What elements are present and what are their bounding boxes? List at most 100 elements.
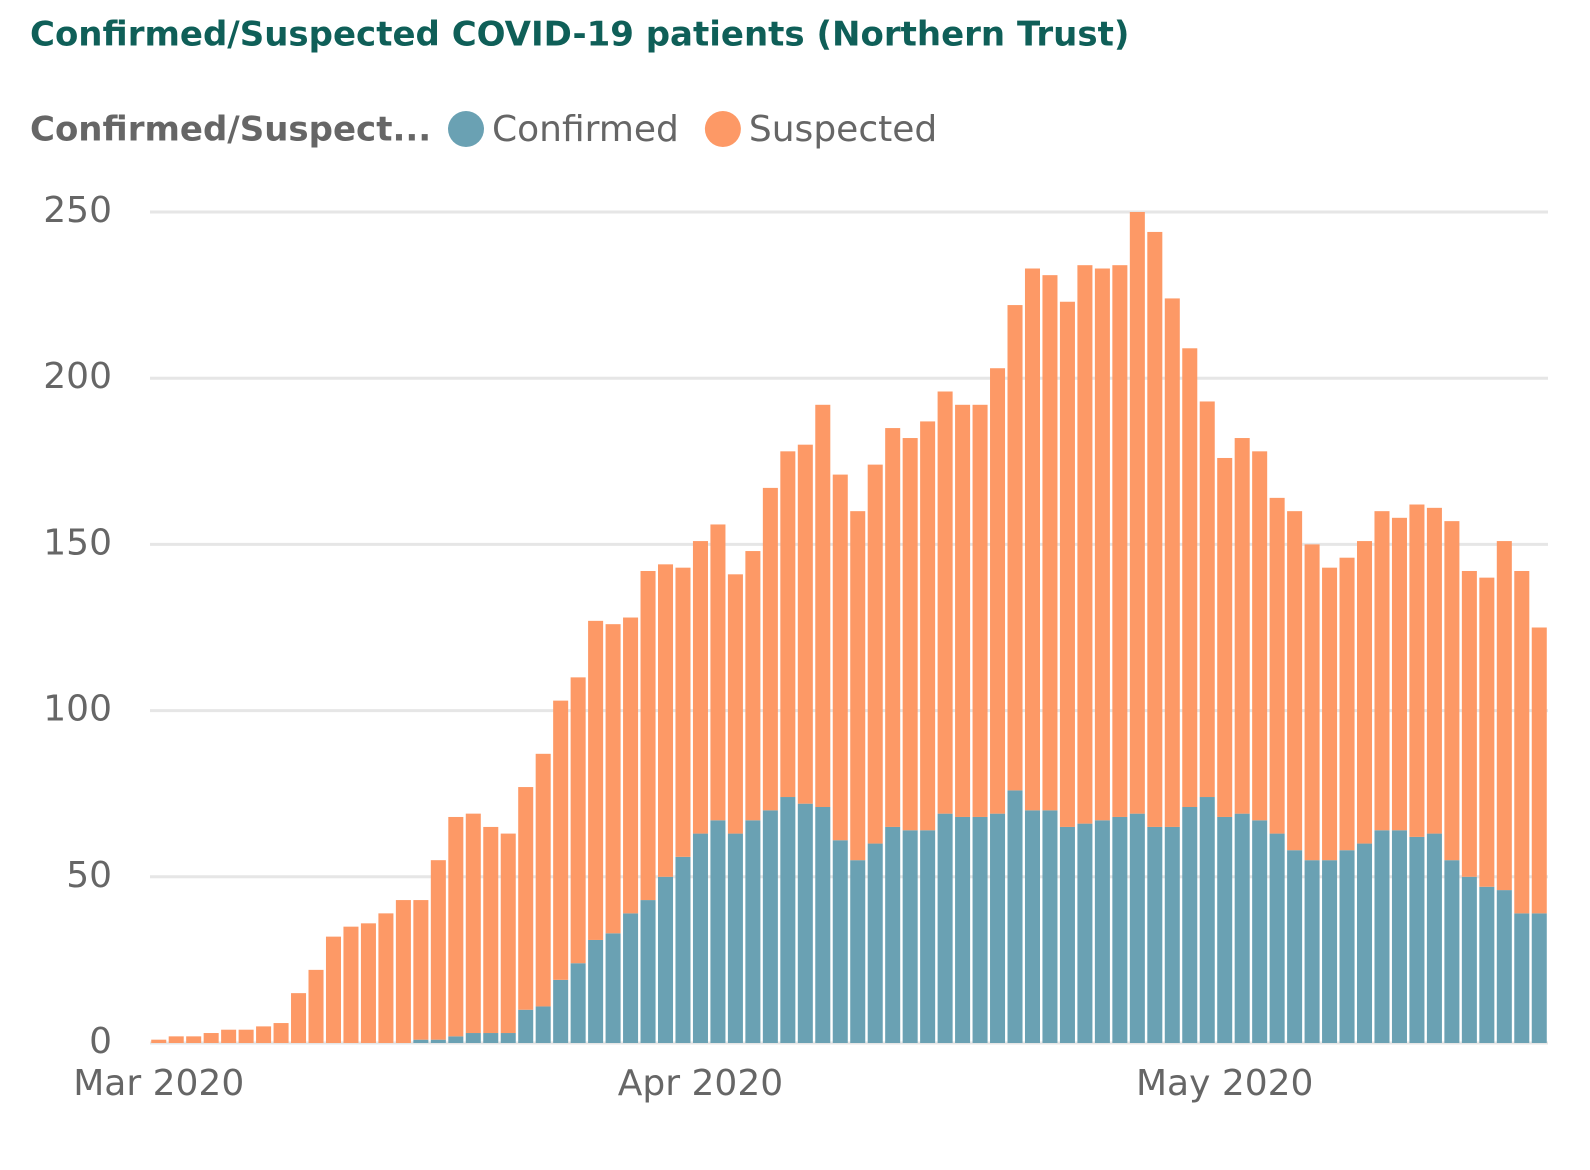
bar-segment xyxy=(588,939,604,1043)
bar-segment xyxy=(1077,823,1093,1043)
bar-segment xyxy=(221,1029,237,1043)
bar-segment xyxy=(570,963,586,1043)
bar-segment xyxy=(395,900,411,1043)
x-tick-label: May 2020 xyxy=(1136,1063,1314,1104)
bar-segment xyxy=(797,444,813,804)
bar-segment xyxy=(797,803,813,1043)
bar-segment xyxy=(360,923,376,1043)
bar-segment xyxy=(1217,816,1233,1043)
bar-segment xyxy=(1217,457,1233,817)
bar-segment xyxy=(1199,401,1215,798)
y-tick-label: 50 xyxy=(66,855,112,896)
bar-segment xyxy=(186,1036,202,1043)
bar-segment xyxy=(483,826,499,1034)
bar-segment xyxy=(1182,348,1198,807)
bar-segment xyxy=(1042,275,1058,811)
bar-segment xyxy=(1024,268,1041,811)
bar-segment xyxy=(815,806,831,1043)
y-tick-label: 100 xyxy=(43,689,112,730)
bar-segment xyxy=(238,1029,254,1043)
bar-segment xyxy=(1059,301,1075,827)
bar-segment xyxy=(832,474,848,841)
bar-segment xyxy=(1147,826,1163,1043)
bar-segment xyxy=(1496,890,1512,1043)
bar-segment xyxy=(657,564,674,877)
y-tick-label: 0 xyxy=(89,1021,112,1062)
bar-segment xyxy=(955,816,971,1043)
bar-segment xyxy=(1391,830,1407,1043)
bar-segment xyxy=(657,876,674,1043)
bar-segment xyxy=(850,860,866,1043)
bar-segment xyxy=(867,464,883,844)
bar-segment xyxy=(972,816,988,1043)
bar-segment xyxy=(1339,850,1355,1043)
bar-segment xyxy=(1426,833,1442,1043)
chart-title: Confirmed/Suspected COVID-19 patients (N… xyxy=(30,15,1129,55)
bar-segment xyxy=(325,936,342,1043)
bar-segment xyxy=(500,1033,516,1043)
bar-segment xyxy=(990,368,1006,814)
bar-segment xyxy=(1409,836,1425,1043)
bar-segment xyxy=(518,1009,534,1043)
bar-segment xyxy=(1112,265,1128,817)
bar-segment xyxy=(1426,507,1442,834)
bar-segment xyxy=(1024,810,1041,1043)
bar-segment xyxy=(745,551,761,821)
bar-segment xyxy=(762,810,778,1043)
legend-title: Confirmed/Suspect... xyxy=(30,110,431,150)
y-tick-label: 150 xyxy=(43,522,112,563)
bar-segment xyxy=(920,421,936,831)
bar-segment xyxy=(675,856,691,1043)
legend-swatch xyxy=(704,111,741,147)
bar-segment xyxy=(1094,268,1110,821)
bar-segment xyxy=(291,993,307,1043)
bar-segment xyxy=(1234,813,1250,1043)
bar-segment xyxy=(902,830,918,1043)
bar-segment xyxy=(1444,521,1460,861)
bar-segment xyxy=(780,797,796,1043)
legend-label: Confirmed xyxy=(492,109,679,150)
bar-segment xyxy=(1112,816,1128,1043)
bar-segment xyxy=(1514,570,1530,914)
bar-segment xyxy=(553,700,569,980)
bar-segment xyxy=(448,1036,464,1043)
bar-segment xyxy=(570,677,586,964)
bar-segment xyxy=(1531,627,1547,914)
bar-segment xyxy=(623,617,639,914)
y-tick-label: 250 xyxy=(43,190,112,231)
bar-segment xyxy=(1531,913,1547,1043)
bar-segment xyxy=(168,1036,184,1043)
bar-segment xyxy=(1461,876,1477,1043)
bar-segment xyxy=(780,451,796,798)
bar-segment xyxy=(1129,813,1145,1043)
bar-segment xyxy=(343,926,359,1043)
bar-segment xyxy=(1409,504,1425,837)
bar-segment xyxy=(675,567,691,857)
bar-segment xyxy=(640,900,656,1043)
bar-segment xyxy=(1147,231,1163,827)
bar-segment xyxy=(1304,544,1320,861)
bar-segment xyxy=(710,820,726,1043)
bar-segment xyxy=(553,979,569,1043)
bar-segment xyxy=(1287,850,1303,1043)
bar-segment xyxy=(1164,826,1180,1043)
bar-segment xyxy=(867,843,883,1043)
bar-segment xyxy=(1304,860,1320,1043)
bar-segment xyxy=(1007,305,1023,791)
bar-segment xyxy=(1129,212,1145,814)
bar-segment xyxy=(885,428,901,827)
bar-segment xyxy=(972,404,988,817)
legend-swatch xyxy=(448,111,484,147)
bar-segment xyxy=(1252,451,1268,821)
bar-segment xyxy=(937,813,953,1043)
bar-segment xyxy=(535,1006,551,1043)
bar-segment xyxy=(256,1026,272,1043)
bar-segment xyxy=(430,1039,446,1043)
bar-segment xyxy=(1496,541,1512,891)
bar-segment xyxy=(151,1039,167,1043)
bar-segment xyxy=(1042,810,1058,1043)
bar-segment xyxy=(1461,570,1477,877)
bar-segment xyxy=(692,541,708,834)
bar-segment xyxy=(1479,577,1495,887)
